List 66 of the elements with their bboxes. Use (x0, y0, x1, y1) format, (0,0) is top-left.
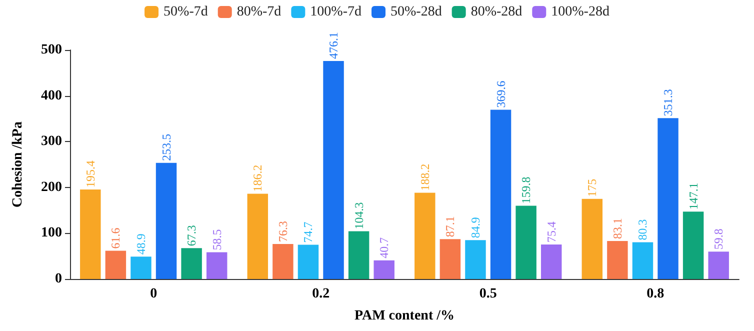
y-tick-label: 200 (41, 180, 62, 195)
bar (414, 192, 436, 279)
y-tick-label: 500 (41, 42, 62, 58)
data-label: 186.2 (250, 164, 265, 192)
bar (440, 239, 461, 279)
bar (130, 256, 152, 279)
data-label: 61.6 (108, 228, 123, 249)
bar (658, 118, 678, 279)
data-label: 67.3 (184, 225, 199, 246)
x-tick-label: 0 (150, 286, 158, 302)
x-axis-title: PAM content /% (354, 308, 455, 324)
x-tick-label: 0.2 (312, 286, 330, 302)
bar (272, 244, 294, 279)
data-label: 188.2 (418, 164, 432, 191)
x-tick-label: 0.8 (646, 286, 664, 302)
bar (516, 206, 536, 279)
bar (374, 260, 394, 279)
data-label: 75.4 (544, 221, 558, 242)
data-label: 175 (585, 178, 600, 197)
data-label: 58.5 (210, 229, 224, 250)
bar (582, 198, 603, 279)
data-label: 253.5 (159, 134, 174, 161)
data-label: 369.6 (494, 80, 508, 108)
data-label: 80.3 (636, 219, 650, 240)
legend-label: 100%-28d (551, 4, 610, 20)
data-label: 76.3 (276, 221, 290, 242)
data-label: 476.1 (326, 32, 341, 59)
bar (540, 244, 562, 279)
bar (632, 242, 654, 279)
bar (156, 162, 177, 279)
y-axis-title: Cohesion /kPa (10, 122, 26, 208)
bar (708, 252, 729, 279)
data-label: 40.7 (377, 237, 392, 258)
bar (490, 110, 512, 279)
bar (181, 248, 202, 279)
legend-label: 80%-7d (236, 4, 282, 20)
x-tick-label: 0.5 (479, 286, 497, 302)
data-label: 48.9 (134, 234, 148, 255)
legend-label: 100%-7d (310, 4, 362, 20)
data-label: 159.8 (519, 176, 534, 204)
data-label: 104.3 (352, 202, 366, 230)
y-tick-label: 300 (41, 134, 62, 150)
legend-label: 50%-28d (390, 4, 442, 20)
bar (298, 244, 319, 279)
y-tick-label: 400 (41, 88, 62, 104)
y-tick-label: 100 (41, 226, 62, 241)
y-tick-label: 0 (55, 272, 62, 286)
bar (465, 240, 486, 279)
data-label: 87.1 (443, 216, 458, 238)
legend-label: 80%-28d (470, 4, 522, 20)
bar (247, 194, 268, 279)
bar (80, 190, 101, 279)
bar (682, 212, 704, 279)
data-label: 59.8 (712, 228, 726, 250)
bar (206, 252, 228, 279)
bar (607, 240, 628, 279)
bar (105, 250, 126, 279)
data-label: 74.7 (301, 222, 316, 243)
data-label: 195.4 (83, 160, 98, 188)
data-label: 147.1 (686, 182, 700, 210)
bar (323, 60, 344, 279)
data-label: 351.3 (661, 89, 676, 116)
data-label: 84.9 (468, 217, 482, 238)
data-label: 83.1 (610, 218, 624, 239)
bar (348, 231, 370, 279)
legend-label: 50%-7d (164, 4, 208, 20)
